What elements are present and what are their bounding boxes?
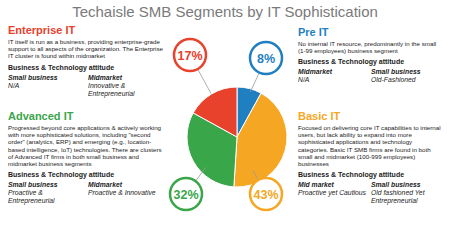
html-text:Business & Technology attitude: Business & Technology attitude	[298, 171, 405, 179]
html-text:N/A: N/A	[298, 76, 310, 84]
html-text:Small business: Small business	[371, 181, 421, 189]
html-text:Business & Technology attitude: Business & Technology attitude	[8, 63, 115, 71]
html-text:Innovative & Entrepreneurial: Innovative & Entrepreneurial	[88, 81, 135, 97]
html-text:Enterprise IT: Enterprise IT	[8, 24, 76, 36]
html-text:Progressed beyond core applica: Progressed beyond core applications & ac…	[8, 124, 162, 167]
html-text:No internal IT resource, predo: No internal IT resource, predominantly i…	[298, 40, 437, 55]
html-text:Proactive yet Cautious: Proactive yet Cautious	[298, 189, 366, 197]
html-text:IT itself is run as a business: IT itself is run as a business, providin…	[8, 38, 163, 60]
svg-text:32%: 32%	[173, 188, 198, 202]
svg-text:8%: 8%	[257, 52, 275, 66]
html-text:Old-Fashioned: Old-Fashioned	[371, 76, 416, 84]
html-text:Small business: Small business	[8, 73, 58, 81]
html-text:Old fashioned Yet Entrepreneur: Old fashioned Yet Entrepreneurial	[371, 189, 425, 205]
html-text:Focused on delivering core IT: Focused on delivering core IT capabiliti…	[298, 124, 441, 167]
html-text:Proactive & Entrepreneurial: Proactive & Entrepreneurial	[8, 189, 55, 205]
html-text:Business & Technology attitude: Business & Technology attitude	[8, 171, 115, 179]
html-text:Techaisle SMB Segments by IT S: Techaisle SMB Segments by IT Sophisticat…	[72, 3, 378, 20]
html-text:Basic IT: Basic IT	[298, 110, 341, 122]
svg-text:17%: 17%	[177, 49, 202, 63]
html-text:Proactive & Innovative: Proactive & Innovative	[88, 189, 156, 197]
html-text:Pre IT: Pre IT	[298, 26, 329, 38]
svg-text:43%: 43%	[253, 188, 278, 202]
html-text:Midmarket: Midmarket	[88, 73, 122, 81]
html-text:Midmarket: Midmarket	[298, 68, 332, 76]
html-text:Business & Technology attitude: Business & Technology attitude	[298, 58, 405, 66]
html-text:Midmarket: Midmarket	[88, 181, 122, 189]
html-text:Advanced IT: Advanced IT	[8, 110, 74, 122]
html-text:N/A: N/A	[8, 81, 20, 89]
html-text:Small business: Small business	[371, 68, 421, 76]
html-text:Small business: Small business	[8, 181, 58, 189]
html-text:Mid market: Mid market	[298, 181, 334, 189]
